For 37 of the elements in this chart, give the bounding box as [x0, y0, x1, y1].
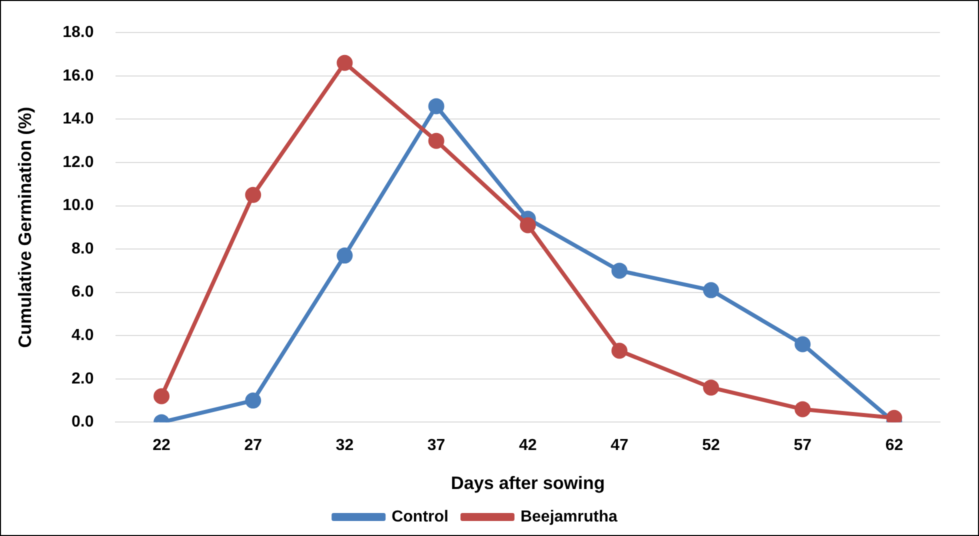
point — [703, 282, 720, 298]
x-tick-label: 22 — [152, 437, 171, 454]
y-tick-label: 16.0 — [62, 67, 94, 84]
x-axis-title: Days after sowing — [450, 473, 605, 494]
x-tick-label: 62 — [885, 437, 904, 454]
point — [428, 98, 444, 114]
legend-label: Control — [392, 508, 448, 526]
x-tick-label: 42 — [518, 437, 537, 454]
y-tick-label: 14.0 — [62, 110, 94, 128]
y-tick-label: 2.0 — [71, 370, 94, 388]
y-tick-label: 12.0 — [62, 154, 94, 171]
y-tick-label: 6.0 — [71, 284, 94, 301]
point — [245, 186, 262, 203]
point — [611, 262, 628, 279]
point — [520, 217, 536, 234]
x-tick-label: 52 — [702, 437, 720, 454]
point — [794, 401, 811, 418]
point — [794, 336, 811, 352]
point — [245, 392, 262, 409]
y-tick-label: 8.0 — [71, 240, 94, 258]
y-tick-label: 4.0 — [71, 327, 94, 344]
legend-label: Beejamrutha — [520, 508, 618, 526]
point — [154, 388, 170, 404]
x-tick-label: 27 — [244, 437, 262, 454]
point — [336, 54, 353, 71]
y-tick-label: 0.0 — [71, 414, 94, 431]
x-tick-label: 47 — [610, 437, 628, 454]
y-tick-label: 10.0 — [62, 197, 94, 214]
point — [336, 248, 353, 264]
y-axis-title: Cumulative Germination (%) — [14, 106, 35, 348]
y-tick-label: 18.0 — [62, 24, 94, 42]
x-tick-label: 57 — [794, 437, 812, 454]
x-tick-label: 37 — [427, 437, 446, 454]
x-tick-label: 32 — [336, 437, 354, 454]
point — [703, 380, 720, 396]
point — [428, 132, 444, 149]
point — [611, 342, 628, 359]
